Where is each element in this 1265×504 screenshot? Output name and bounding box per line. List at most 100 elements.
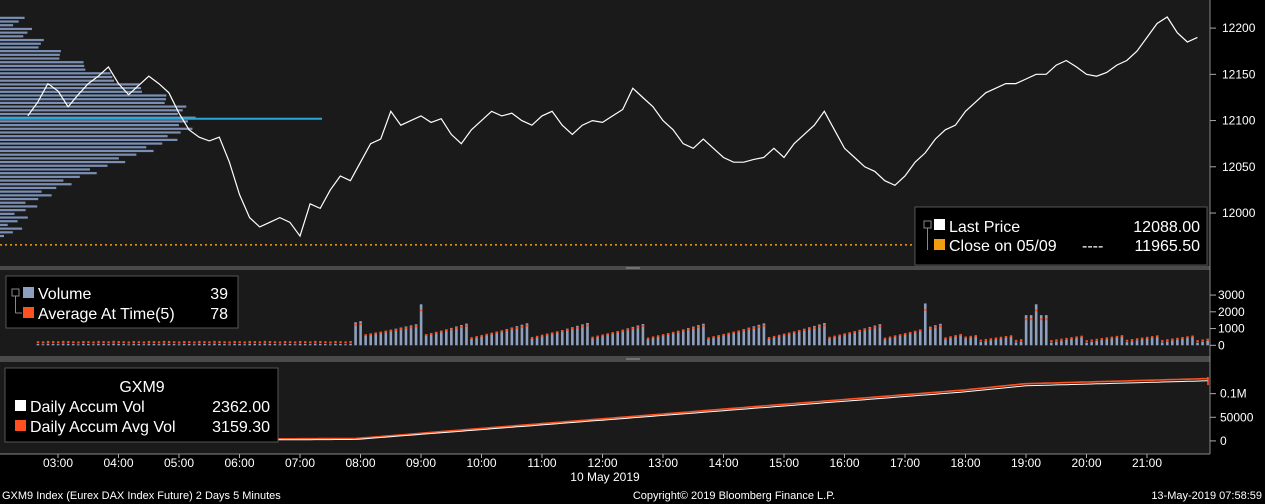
avg-volume-marker <box>97 340 100 343</box>
volume-bar <box>777 335 781 346</box>
profile-bar <box>0 27 33 31</box>
avg-volume-marker <box>1045 318 1048 321</box>
volume-legend[interactable]: Volume 39 Average At Time(5) 78 <box>5 275 239 329</box>
accum-title: GXM9 <box>119 379 164 396</box>
profile-bar <box>0 105 187 108</box>
volume-bar <box>192 344 196 346</box>
profile-bar <box>0 183 72 186</box>
volume-bar <box>1165 341 1169 346</box>
volume-bar <box>112 343 115 346</box>
volume-bar <box>470 338 473 346</box>
profile-bar <box>0 131 181 134</box>
volume-bar <box>359 321 362 346</box>
price-tick-label: 12150 <box>1222 67 1256 81</box>
avg-volume-marker <box>979 339 983 342</box>
volume-bar <box>1140 339 1144 346</box>
avg-volume-marker <box>193 341 196 344</box>
volume-bar <box>399 327 403 346</box>
svg-text:----: ---- <box>1082 238 1103 255</box>
volume-bar <box>727 333 730 346</box>
avg-volume-marker <box>107 341 110 344</box>
avg-volume-marker <box>1115 335 1119 338</box>
x-tick-label: 03:00 <box>43 456 73 470</box>
volume-bar <box>979 342 983 346</box>
avg-volume-marker <box>460 326 463 329</box>
volume-bar <box>676 330 680 346</box>
profile-bar <box>0 175 80 178</box>
accum-vol-label: Daily Accum Vol <box>30 399 145 416</box>
volume-bar <box>107 344 110 346</box>
volume-bar <box>929 326 932 346</box>
profile-bar <box>0 123 179 127</box>
profile-bar <box>0 112 178 116</box>
avg-swatch <box>23 307 34 318</box>
volume-bar <box>1206 340 1209 346</box>
volume-bar <box>1060 340 1063 346</box>
x-tick-label: 04:00 <box>103 456 133 470</box>
avg-volume-marker <box>662 334 665 337</box>
date-label: 10 May 2019 <box>570 470 640 484</box>
volume-bar <box>66 343 70 346</box>
profile-bar <box>0 83 140 86</box>
profile-bar <box>0 168 90 171</box>
avg-volume-marker <box>314 340 317 343</box>
price-legend[interactable]: Last Price 12088.00 Close on 05/09 ---- … <box>914 206 1208 266</box>
avg-volume-marker <box>364 334 367 337</box>
avg-volume-marker <box>893 335 897 338</box>
volume-bar <box>132 343 136 346</box>
avg-volume-marker <box>762 324 766 327</box>
accum-legend[interactable]: GXM9 Daily Accum Vol 2362.00 Daily Accum… <box>4 367 279 443</box>
avg-volume-marker <box>1120 335 1124 338</box>
avg-volume-marker <box>515 326 519 329</box>
avg-volume-marker <box>803 329 806 332</box>
price-tick-label: 12100 <box>1222 114 1256 128</box>
avg-volume-marker <box>162 340 166 343</box>
volume-bar <box>717 336 720 346</box>
volume-bar <box>883 339 887 346</box>
volume-bar <box>530 338 534 346</box>
x-tick-label: 16:00 <box>829 456 859 470</box>
avg-volume-marker <box>1166 339 1169 342</box>
volume-bar <box>1196 342 1199 346</box>
avg-volume-marker <box>243 341 246 344</box>
profile-bar <box>0 61 84 64</box>
avg-volume-marker <box>898 334 902 337</box>
volume-bar <box>268 343 272 346</box>
volume-bar <box>1004 337 1008 346</box>
avg-volume-marker <box>505 329 509 332</box>
volume-bar <box>656 336 660 346</box>
avg-volume-marker <box>641 325 645 328</box>
volume-bar <box>1155 336 1159 346</box>
x-tick-label: 08:00 <box>345 456 375 470</box>
volume-tick-label: 3000 <box>1218 288 1245 302</box>
avg-volume-marker <box>1125 339 1129 342</box>
volume-bar <box>1125 342 1129 346</box>
volume-bar <box>485 334 488 346</box>
volume-bar <box>505 328 509 346</box>
volume-bar <box>802 328 806 346</box>
volume-bar <box>424 335 428 346</box>
avg-volume-marker <box>228 341 231 344</box>
volume-bar <box>238 343 241 346</box>
profile-bar <box>0 31 28 34</box>
avg-volume-marker <box>949 336 952 339</box>
volume-bar <box>1039 315 1043 346</box>
avg-volume-marker <box>621 329 625 332</box>
avg-volume-marker <box>1025 318 1028 321</box>
volume-bar <box>223 344 226 346</box>
panel-divider-1[interactable] <box>0 266 1210 270</box>
avg-volume-marker <box>62 340 65 343</box>
avg-volume-marker <box>1019 339 1023 342</box>
volume-bar <box>550 332 554 346</box>
avg-volume-marker <box>1156 335 1159 338</box>
volume-bar <box>515 326 519 346</box>
avg-volume-marker <box>399 328 403 331</box>
avg-volume-marker <box>414 325 418 328</box>
volume-bar <box>1176 339 1179 346</box>
profile-bar <box>0 146 147 149</box>
panel-divider-2[interactable] <box>0 356 1210 362</box>
avg-volume-marker <box>823 324 826 327</box>
volume-bar <box>934 325 937 346</box>
volume-bar <box>409 325 413 346</box>
volume-bar <box>631 326 635 346</box>
